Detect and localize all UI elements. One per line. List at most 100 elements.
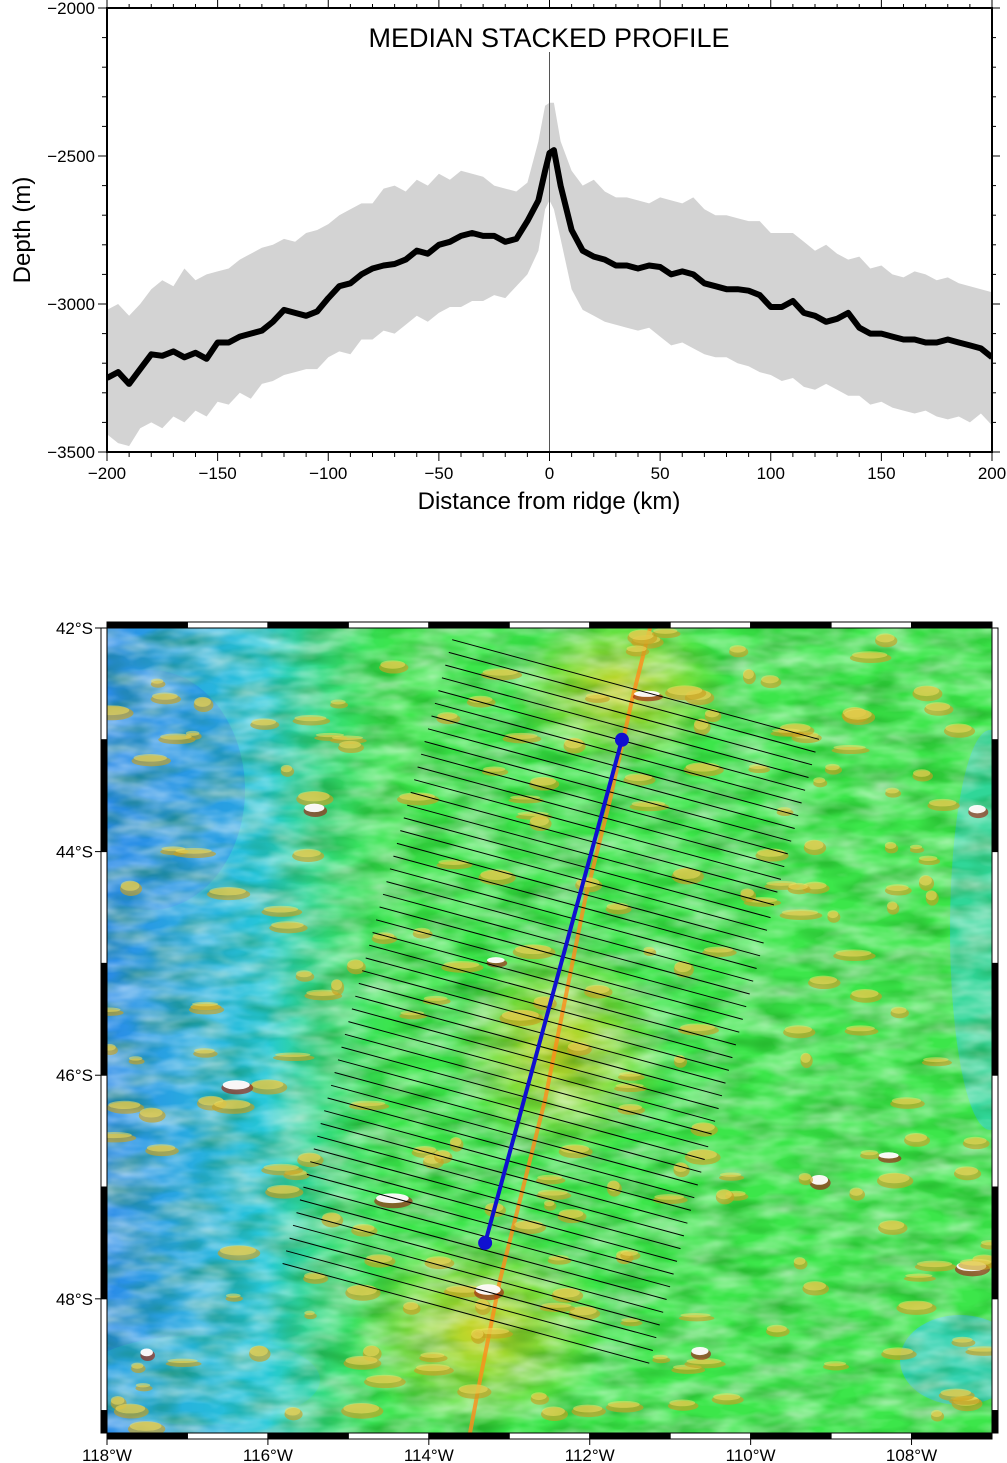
seamount bbox=[980, 1240, 992, 1250]
seamount bbox=[715, 1189, 735, 1205]
seamount bbox=[135, 1383, 153, 1392]
frame-segment bbox=[991, 1186, 999, 1300]
seamount bbox=[273, 1052, 315, 1062]
seamount bbox=[128, 1056, 145, 1065]
seamount bbox=[951, 1336, 976, 1347]
longitude-label: 112°W bbox=[565, 1446, 615, 1463]
seamount bbox=[436, 712, 461, 725]
seamount bbox=[943, 723, 976, 738]
seamount bbox=[304, 989, 343, 1001]
seamount bbox=[824, 763, 842, 775]
seamount bbox=[304, 1310, 317, 1320]
seamount bbox=[783, 1025, 816, 1039]
seamount bbox=[798, 1172, 814, 1186]
seamount bbox=[441, 961, 484, 973]
seamount bbox=[131, 754, 171, 767]
seamount bbox=[295, 970, 315, 982]
cross-profile bbox=[292, 1224, 660, 1326]
seamount bbox=[292, 715, 331, 726]
seamount bbox=[540, 1406, 568, 1422]
seamount bbox=[743, 897, 782, 907]
seamount bbox=[860, 1149, 881, 1160]
seamount bbox=[471, 1329, 486, 1344]
longitude-label: 118°W bbox=[82, 1446, 132, 1463]
seamount bbox=[280, 764, 295, 777]
seamount bbox=[138, 1107, 166, 1123]
seamount bbox=[702, 946, 737, 957]
frame-segment bbox=[589, 621, 671, 629]
seamount bbox=[667, 1399, 699, 1411]
frame-segment bbox=[100, 851, 108, 964]
x-tick-label: 150 bbox=[867, 464, 895, 483]
cross-profile bbox=[299, 1199, 667, 1300]
frame-segment bbox=[508, 1432, 591, 1440]
seamount bbox=[131, 1362, 146, 1374]
frame-segment bbox=[991, 627, 999, 741]
seamount bbox=[890, 1097, 925, 1109]
chart-title: MEDIAN STACKED PROFILE bbox=[368, 23, 729, 53]
frame-segment bbox=[830, 1432, 913, 1440]
seamount bbox=[499, 1009, 544, 1027]
y-tick-label: −2000 bbox=[47, 0, 95, 18]
seamount bbox=[396, 792, 440, 806]
ridge-profile-line bbox=[483, 737, 624, 1245]
seamount bbox=[249, 1079, 288, 1095]
seamount bbox=[402, 1301, 421, 1315]
seamount bbox=[924, 702, 954, 716]
seamount bbox=[809, 1175, 831, 1190]
seamount bbox=[912, 769, 933, 782]
x-tick-label: 200 bbox=[978, 464, 1006, 483]
seamount bbox=[217, 1245, 261, 1261]
seamount bbox=[878, 1220, 908, 1235]
seamount bbox=[927, 798, 960, 812]
seamount bbox=[269, 921, 308, 934]
seamount bbox=[620, 1318, 643, 1327]
x-axis: −200 −150 −100 −50 0 50 100 150 200 bbox=[88, 0, 1006, 483]
seamount bbox=[875, 633, 898, 648]
longitude-label: 108°W bbox=[886, 1446, 937, 1463]
seamount bbox=[127, 1421, 166, 1433]
seamount bbox=[457, 1384, 492, 1399]
seamount bbox=[543, 1199, 557, 1211]
seamount bbox=[760, 675, 782, 689]
seamount bbox=[225, 1293, 244, 1302]
seamount bbox=[165, 1358, 202, 1367]
seamount bbox=[140, 1348, 155, 1361]
seamount bbox=[107, 1100, 145, 1114]
seamount bbox=[330, 699, 349, 709]
longitude-labels: 118°W 116°W 114°W 112°W 110°W 108°W bbox=[82, 1439, 937, 1463]
seamount bbox=[292, 848, 325, 862]
x-tick-label: −50 bbox=[424, 464, 453, 483]
seamount bbox=[529, 776, 560, 791]
seamount bbox=[711, 1393, 744, 1405]
seamount bbox=[844, 1025, 879, 1036]
y-tick-label: −3000 bbox=[47, 295, 95, 314]
longitude-label: 116°W bbox=[243, 1446, 293, 1463]
seamount bbox=[605, 1400, 644, 1413]
seamount bbox=[849, 1187, 865, 1201]
seamount bbox=[107, 705, 134, 721]
seamount bbox=[261, 905, 303, 917]
seamount bbox=[346, 959, 366, 975]
y-tick-label: −2500 bbox=[47, 147, 95, 166]
frame-segment bbox=[991, 1074, 999, 1188]
x-tick-label: 100 bbox=[757, 464, 785, 483]
seamount bbox=[193, 696, 214, 713]
frame-segment bbox=[106, 1432, 188, 1440]
latitude-label: 42°S bbox=[56, 619, 93, 638]
seamount bbox=[912, 685, 943, 702]
seamount bbox=[250, 718, 280, 730]
seamount bbox=[770, 728, 805, 737]
profile-chart: −200 −150 −100 −50 0 50 100 150 200 −3500−3000−2… bbox=[9, 0, 1006, 515]
seamount bbox=[221, 1080, 254, 1095]
seamount bbox=[206, 887, 251, 901]
seamount bbox=[424, 1256, 455, 1270]
seamount bbox=[925, 890, 939, 906]
frame-segment bbox=[991, 1298, 999, 1412]
seamount bbox=[530, 1392, 550, 1405]
seamount bbox=[965, 1346, 992, 1356]
seamount bbox=[849, 989, 882, 1003]
seamount bbox=[931, 1409, 945, 1422]
seamount bbox=[671, 867, 704, 885]
